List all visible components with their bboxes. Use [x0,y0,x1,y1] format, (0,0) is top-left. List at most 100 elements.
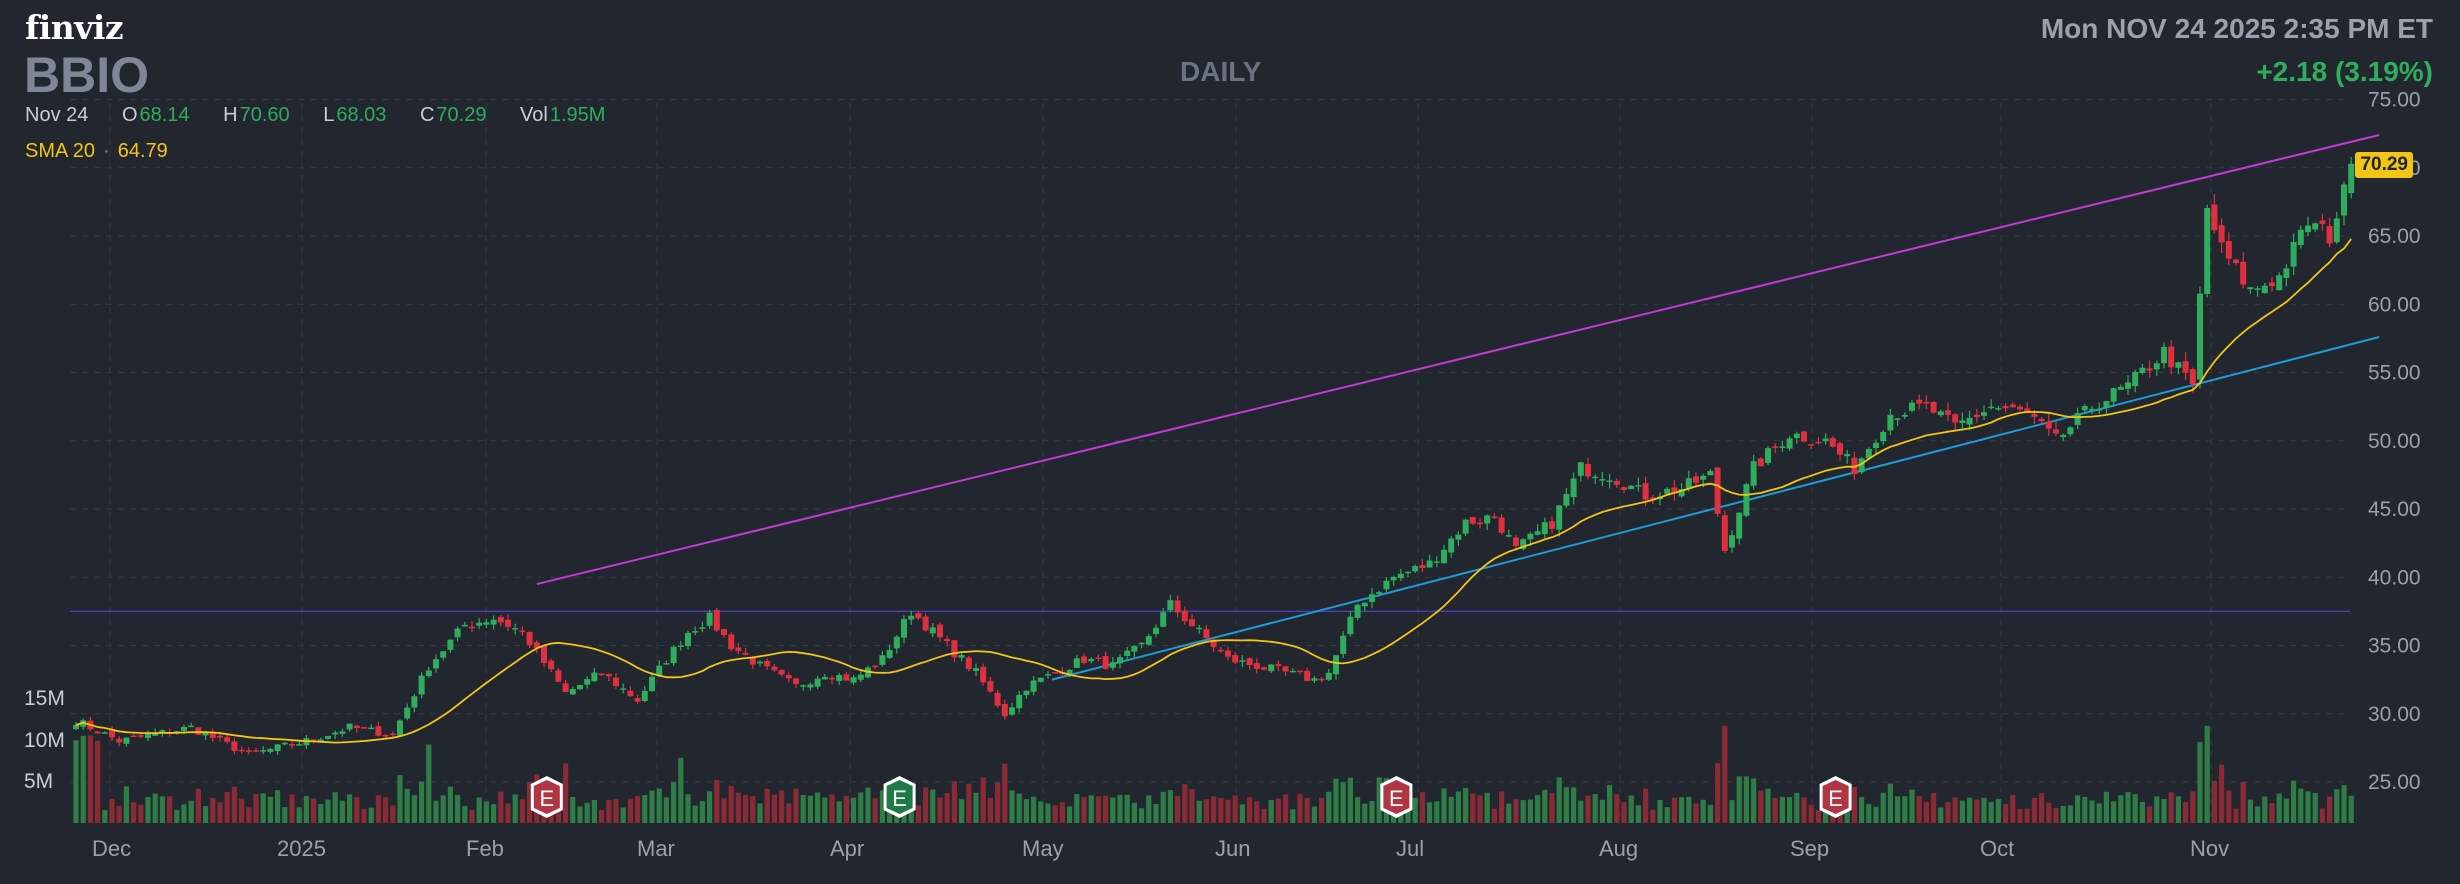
y-tick-label: 45.00 [2368,498,2421,521]
candle-body [929,627,936,634]
candle-body [461,624,468,627]
candle-body [1282,666,1289,672]
volume-bar [109,798,115,823]
candle-body [389,733,396,736]
candle-body [1664,488,1671,494]
volume-bar [1974,799,1980,823]
candle-body [145,734,151,739]
candle-body [893,636,900,649]
candle-body [1441,549,1447,564]
candle-body [1405,571,1411,574]
candle-body [1433,561,1440,563]
volume-bar [1038,801,1044,823]
volume-bar [419,781,425,823]
volume-bar [246,807,252,823]
candle-body [1037,677,1044,682]
candle-body [944,638,951,642]
candle-body [879,655,886,665]
x-tick-label: Feb [466,836,504,861]
candle-body [1181,610,1188,622]
x-tick-label: Sep [1790,836,1829,861]
volume-bar [771,794,777,823]
volume-bar [361,808,367,823]
candle-body [202,732,209,736]
volume-bar [1002,763,1008,823]
candle-body [1261,667,1267,670]
candle-body [577,685,583,690]
candle-body [2053,429,2059,434]
volume-bar [1239,804,1245,823]
volume-bar [1376,777,1382,823]
volume-bar [332,792,338,823]
candle-body [1412,565,1419,572]
volume-bar [476,797,482,823]
candle-body [2009,404,2016,408]
volume-tick-label: 15M [24,687,65,710]
interval-label[interactable]: DAILY [1180,56,1262,87]
volume-bar [354,797,360,823]
volume-bar [347,794,353,823]
volume-bar [1643,788,1649,823]
volume-bar [1211,796,1217,823]
volume-bar [2053,808,2059,823]
volume-label: Vol [520,104,548,126]
candle-body [123,737,130,744]
volume-bar [167,796,173,823]
candle-body [418,675,425,695]
candle-body [2081,406,2088,411]
finviz-logo[interactable]: finviz [25,8,124,47]
volume-bar [260,793,266,823]
volume-bar [2103,791,2109,823]
candle-body [1945,410,1951,415]
volume-bar [282,807,288,823]
volume-bar [87,735,93,823]
volume-bar [1117,794,1123,823]
volume-bar [851,797,857,823]
volume-bar [721,798,727,823]
volume-bar [188,800,194,823]
volume-bar [1895,796,1901,823]
volume-bar [1441,788,1447,823]
volume-bar [1427,802,1433,823]
volume-bar [289,794,295,823]
candle-body [2038,418,2045,422]
candle-body [137,735,144,737]
volume-bar [311,798,317,823]
volume-tick-label: 10M [24,729,65,752]
candle-body [2211,204,2218,231]
y-tick-label: 75.00 [2368,89,2421,112]
volume-bars [73,725,2354,823]
candle-body [1361,602,1368,607]
sma-line [75,238,2352,744]
volume-bar [138,804,144,823]
candle-body [598,673,605,676]
volume-bar [930,789,936,823]
volume-bar [296,807,302,823]
candle-body [814,678,821,687]
earnings-marker-label: E [1828,786,1843,811]
candle-body [274,744,281,752]
candle-body [1729,535,1735,548]
candle-body [1383,580,1390,590]
volume-bar [1592,794,1598,823]
volume-bar [584,802,590,823]
candle-body [447,639,454,650]
volume-bar [1506,803,1512,823]
volume-bar [1434,801,1440,823]
volume-bar [995,782,1001,823]
volume-bar [411,795,417,823]
candle-body [1563,493,1570,506]
volume-bar [2211,780,2217,823]
volume-bar [757,803,763,823]
sma-legend[interactable]: SMA 20 · 64.79 [25,140,168,162]
candle-body [1937,411,1944,416]
volume-bar [203,806,209,823]
candle-body [692,631,699,633]
volume-bar [699,801,705,823]
volume-bar [1009,790,1015,823]
close-label: C [419,104,435,126]
candle-body [2297,229,2304,245]
volume-bar [2197,742,2203,823]
candle-body [1340,635,1347,654]
